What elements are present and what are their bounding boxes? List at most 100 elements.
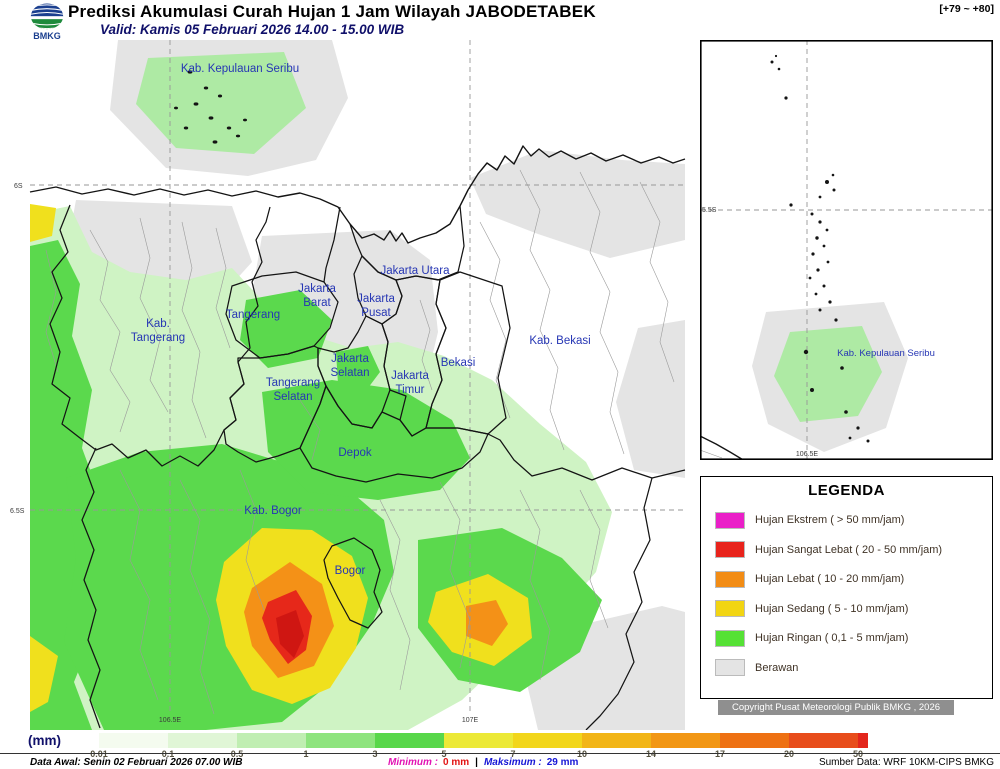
boundary-kab-bekasi-south (487, 433, 686, 481)
boundary-jakarta-west (323, 206, 341, 283)
map-label-bogor: Bogor (335, 565, 366, 577)
boundary-depok (299, 385, 489, 483)
colorbar-segment (513, 733, 582, 748)
colorbar-segment (90, 733, 99, 748)
main-map-labels: Kab. Kepulauan Seribu Kab. Tangerang Tanger… (131, 63, 591, 577)
colorbar-tick: 7 (510, 749, 516, 759)
legend-swatch (715, 600, 745, 617)
inset-axis-label-5.5S: 5.5S (702, 207, 717, 214)
map-label-kab-tangerang: Kab. Tangerang (131, 318, 185, 344)
map-label-depok: Depok (338, 447, 371, 459)
map-label-jakarta-selatan: Jakarta Selatan (330, 353, 369, 379)
legend-swatch (715, 570, 745, 588)
colorbar-tick: 17 (714, 749, 726, 759)
inset-map-labels: Kab. Kepulauan Seribu 5.5S 106.5E (702, 207, 935, 458)
map-label-jakarta-timur: Jakarta Timur (391, 370, 429, 396)
legend-swatch (715, 629, 745, 647)
legend-label: Hujan Lebat ( 10 - 20 mm/jam) (755, 573, 905, 585)
data-awal-text: Data Awal: Senin 02 Februari 2026 07.00 … (30, 757, 243, 768)
colorbar: 0.01 0.1 0.5 1 3 5 7 10 14 17 20 50 (90, 733, 868, 760)
colorbar-segment (168, 733, 237, 748)
colorbar-tick: 20 (783, 749, 795, 759)
legend-item: Hujan Lebat ( 10 - 20 mm/jam) (715, 570, 992, 588)
map-label-jakarta-pusat: Jakarta Pusat (357, 293, 395, 319)
colorbar-tick: 14 (645, 749, 657, 759)
colorbar-segment (375, 733, 444, 748)
legend-label: Hujan Sangat Lebat ( 20 - 50 mm/jam) (755, 543, 943, 556)
subdistrict-boundaries (45, 169, 675, 715)
forecast-range-tag: [+79 ~ +80] (939, 3, 994, 15)
district-boundaries (49, 204, 686, 730)
coastline (29, 145, 686, 244)
colorbar-segment (789, 733, 858, 748)
inset-border (700, 40, 993, 460)
colorbar-segment (237, 733, 306, 748)
copyright-bar: Copyright Pusat Meteorologi Publik BMKG … (718, 700, 954, 715)
inset-map: Kab. Kepulauan Seribu 5.5S 106.5E (700, 40, 993, 460)
axis-label-106.5E: 106.5E (159, 717, 182, 724)
boundary-bogor-city (323, 537, 383, 629)
seribu-islands (174, 70, 247, 144)
legend-label: Hujan Ringan ( 0,1 - 5 mm/jam) (755, 632, 909, 644)
inset-axis-label-106.5E: 106.5E (796, 451, 819, 458)
map-label-kab-bogor: Kab. Bogor (244, 505, 302, 517)
axis-label-6.5S: 6.5S (10, 508, 25, 515)
colorbar-bar (90, 733, 868, 748)
bmkg-logo: BMKG (30, 3, 64, 41)
legend-panel: LEGENDA Hujan Ekstrem ( > 50 mm/jam) Huja… (700, 476, 993, 699)
inset-green (774, 326, 882, 422)
colorbar-tick: 0.01 (90, 749, 108, 759)
colorbar-tick: 0.5 (230, 749, 244, 759)
legend-swatch (715, 511, 745, 529)
maksimum-value: 29 mm (546, 757, 579, 768)
map-label-kab-kepulauan-seribu: Kab. Kepulauan Seribu (181, 63, 299, 75)
legend-item: Hujan Ringan ( 0,1 - 5 mm/jam) (715, 629, 992, 647)
legend-label: Hujan Ekstrem ( > 50 mm/jam) (755, 514, 905, 526)
boundary-tangerang-city (225, 271, 339, 359)
colorbar-segment (651, 733, 720, 748)
main-map-axis-labels: 6S 6.5S 106.5E 107E (10, 183, 478, 724)
map-label-jakarta-utara: Jakarta Utara (380, 265, 450, 277)
legend-item: Berawan (715, 659, 992, 676)
map-label-kab-bekasi: Kab. Bekasi (529, 335, 590, 347)
colorbar-segment (582, 733, 651, 748)
map-label-tangerang-selatan: Tangerang Selatan (266, 377, 320, 403)
colorbar-segment (444, 733, 513, 748)
boundary-tangerang-selatan (223, 345, 327, 463)
inset-label-kab-kepulauan-seribu: Kab. Kepulauan Seribu (837, 348, 935, 359)
inset-islands (770, 54, 870, 443)
colorbar-tick: 10 (576, 749, 588, 759)
legend-swatch (715, 659, 745, 676)
legend-item: Hujan Ekstrem ( > 50 mm/jam) (715, 511, 992, 529)
minimum-value: 0 mm (443, 757, 470, 768)
legend-items: Hujan Ekstrem ( > 50 mm/jam) Hujan Sangat… (701, 511, 992, 676)
rain-layer-red (262, 590, 312, 664)
footer-divider (0, 753, 1000, 754)
maksimum-label: Maksimum : (483, 757, 542, 768)
main-map: Kab. Kepulauan Seribu Kab. Tangerang Tanger… (10, 40, 686, 730)
inset-coastline (700, 435, 745, 460)
colorbar-segment (720, 733, 789, 748)
colorbar-tick: 0.1 (161, 749, 175, 759)
colorbar-unit: (mm) (28, 733, 61, 748)
rain-layer-seribu-green (136, 52, 306, 154)
valid-subtitle: Valid: Kamis 05 Februari 2026 14.00 - 15… (100, 22, 405, 37)
colorbar-segment (858, 733, 868, 748)
min-max-stats: Minimum : 0 mm | Maksimum : 29 mm (388, 757, 578, 768)
legend-swatch (715, 541, 745, 558)
axis-label-107E: 107E (462, 717, 479, 724)
minimum-label: Minimum : (388, 757, 438, 768)
map-label-bekasi: Bekasi (441, 357, 476, 369)
page-title: Prediksi Akumulasi Curah Hujan 1 Jam Wil… (68, 2, 596, 21)
colorbar-ticks: 0.01 0.1 0.5 1 3 5 7 10 14 17 20 50 (90, 748, 868, 759)
legend-label: Berawan (755, 661, 799, 674)
boundary-kab-bogor-west (81, 447, 101, 729)
boundary-kab-tangerang (49, 204, 271, 467)
colorbar-tick: 1 (303, 749, 309, 759)
boundary-kab-bogor-east (585, 477, 653, 730)
legend-item: Hujan Sangat Lebat ( 20 - 50 mm/jam) (715, 541, 992, 558)
inset-gridlines (700, 40, 993, 460)
gridlines (30, 40, 685, 712)
inset-subline (700, 449, 723, 459)
